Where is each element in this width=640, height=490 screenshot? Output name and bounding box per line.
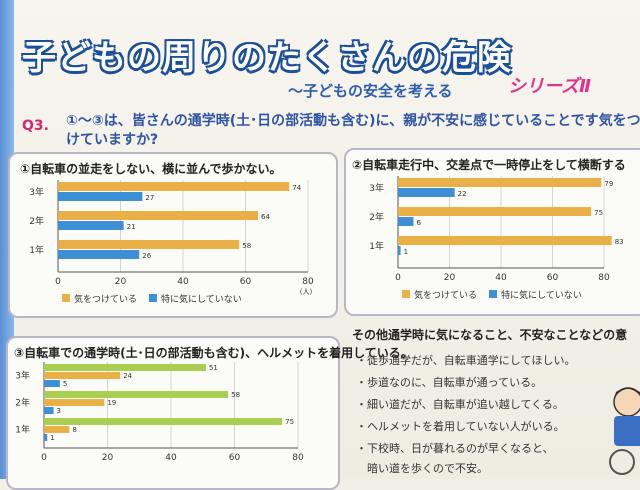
bar — [58, 221, 124, 230]
mascot-illustration — [609, 387, 640, 475]
list-item: ・徒歩通学だが、自転車通学にしてほしい。 — [356, 354, 576, 367]
bar — [44, 399, 105, 406]
legend-swatch — [149, 294, 157, 302]
question-text: ①〜③は、皆さんの通学時(土･日の部活動も含む)に、親が不安に感じていることです… — [66, 113, 640, 148]
category-label: 3年 — [29, 186, 44, 198]
chart-panel-1 — [8, 152, 338, 318]
tick-label: 60 — [547, 273, 559, 283]
unit-label: (人) — [300, 288, 313, 296]
data-label: 75 — [285, 418, 294, 426]
bar — [44, 426, 70, 433]
bar — [44, 372, 121, 379]
data-label: 64 — [261, 213, 270, 221]
chart-panel-3 — [6, 336, 340, 490]
legend-swatch — [489, 290, 497, 298]
tick-label: 0 — [41, 453, 47, 463]
chart-2-title: ②自転車走行中、交差点で一時停止をして横断する — [352, 158, 626, 172]
tick-label: 40 — [495, 273, 507, 283]
tick-label: 20 — [444, 273, 456, 283]
legend-label: 気をつけている — [74, 293, 137, 305]
tick-label: 80 — [598, 273, 610, 283]
list-item: 暗い道を歩くので不安。 — [356, 462, 488, 475]
bar — [398, 178, 602, 187]
category-label: 3年 — [369, 182, 384, 194]
data-label: 21 — [127, 223, 136, 231]
data-label: 3 — [57, 407, 61, 415]
category-label: 2年 — [369, 211, 384, 223]
data-label: 1 — [404, 248, 408, 256]
bar — [58, 240, 240, 249]
tick-label: 0 — [55, 277, 61, 287]
data-label: 8 — [72, 426, 76, 434]
data-label: 19 — [107, 399, 116, 407]
category-label: 1年 — [29, 244, 44, 256]
chart-panel-2 — [344, 148, 640, 316]
bar — [58, 250, 140, 259]
bar — [58, 211, 258, 220]
list-item: ・ヘルメットを着用していない人がいる。 — [356, 420, 565, 433]
list-item: ・下校時、日が暮れるのが早くなると、 — [356, 442, 554, 455]
question-number: Q3. — [22, 118, 49, 134]
category-label: 1年 — [15, 424, 30, 436]
legend-label: 特に気にしていない — [161, 293, 242, 305]
bar — [58, 192, 143, 201]
chart-3-title: ③自転車での通学時(土･日の部活動も含む)、ヘルメットを着用している。 — [14, 346, 413, 360]
bar — [44, 407, 54, 414]
legend-swatch — [402, 290, 410, 298]
category-label: 2年 — [29, 215, 44, 227]
data-label: 58 — [231, 391, 240, 399]
list-item: ・細い道だが、自転車が追い越してくる。 — [356, 398, 564, 411]
series-label: シリーズⅡ — [508, 76, 591, 97]
bar — [44, 434, 48, 441]
bar — [44, 380, 60, 387]
bar — [398, 246, 401, 255]
category-label: 1年 — [369, 240, 384, 252]
chart-1-title: ①自転車の並走をしない、横に並んで歩かない。 — [20, 162, 282, 176]
data-label: 83 — [615, 238, 624, 246]
bar — [44, 391, 229, 398]
data-label: 1 — [50, 434, 54, 442]
chart-2: 0 20 40 60 80 3年 79 22 2年 75 6 1年 83 1 気をつけている 特に気にしていな… — [369, 176, 624, 301]
bar — [398, 188, 455, 197]
tick-label: 60 — [240, 277, 252, 287]
bar — [44, 418, 283, 425]
bar — [398, 217, 414, 226]
data-label: 27 — [145, 194, 154, 202]
tick-label: 80 — [302, 277, 314, 287]
data-label: 75 — [594, 209, 603, 217]
legend-label: 特に気にしていない — [501, 289, 582, 301]
data-label: 26 — [142, 252, 151, 260]
legend-swatch — [62, 294, 70, 302]
bar — [398, 236, 612, 245]
category-label: 3年 — [15, 370, 30, 382]
list-item: ・歩道なのに、自転車が通っている。 — [356, 376, 543, 389]
data-label: 58 — [242, 242, 251, 250]
bar — [44, 364, 206, 371]
tick-label: 40 — [165, 453, 177, 463]
tick-label: 60 — [229, 453, 241, 463]
chart-3: 0 20 40 60 80 3年 51 24 5 2年 58 19 3 1年 75 8 1 — [15, 362, 304, 463]
other-concerns-title: その他通学時に気になること、不安なことなどの意 — [352, 328, 628, 342]
bar — [398, 207, 592, 216]
tick-label: 40 — [177, 277, 189, 287]
tick-label: 20 — [102, 453, 114, 463]
legend-label: 気をつけている — [414, 289, 477, 301]
tick-label: 20 — [115, 277, 127, 287]
data-label: 79 — [604, 180, 613, 188]
data-label: 51 — [209, 364, 218, 372]
page-subtitle: 〜子どもの安全を考える — [288, 82, 453, 100]
data-label: 22 — [458, 190, 467, 198]
data-label: 74 — [292, 184, 301, 192]
chart-1: 0 20 40 60 80(人) 3年 74 27 2年 64 21 1年 58 26 気をつけている 特に気… — [29, 180, 314, 305]
data-label: 6 — [416, 219, 421, 227]
category-label: 2年 — [15, 397, 30, 409]
data-label: 24 — [123, 372, 132, 380]
bar — [58, 182, 290, 191]
tick-label: 80 — [292, 453, 304, 463]
page-title: 子どもの周りのたくさんの危険 — [22, 38, 512, 78]
tick-label: 0 — [395, 273, 401, 283]
data-label: 5 — [63, 380, 67, 388]
